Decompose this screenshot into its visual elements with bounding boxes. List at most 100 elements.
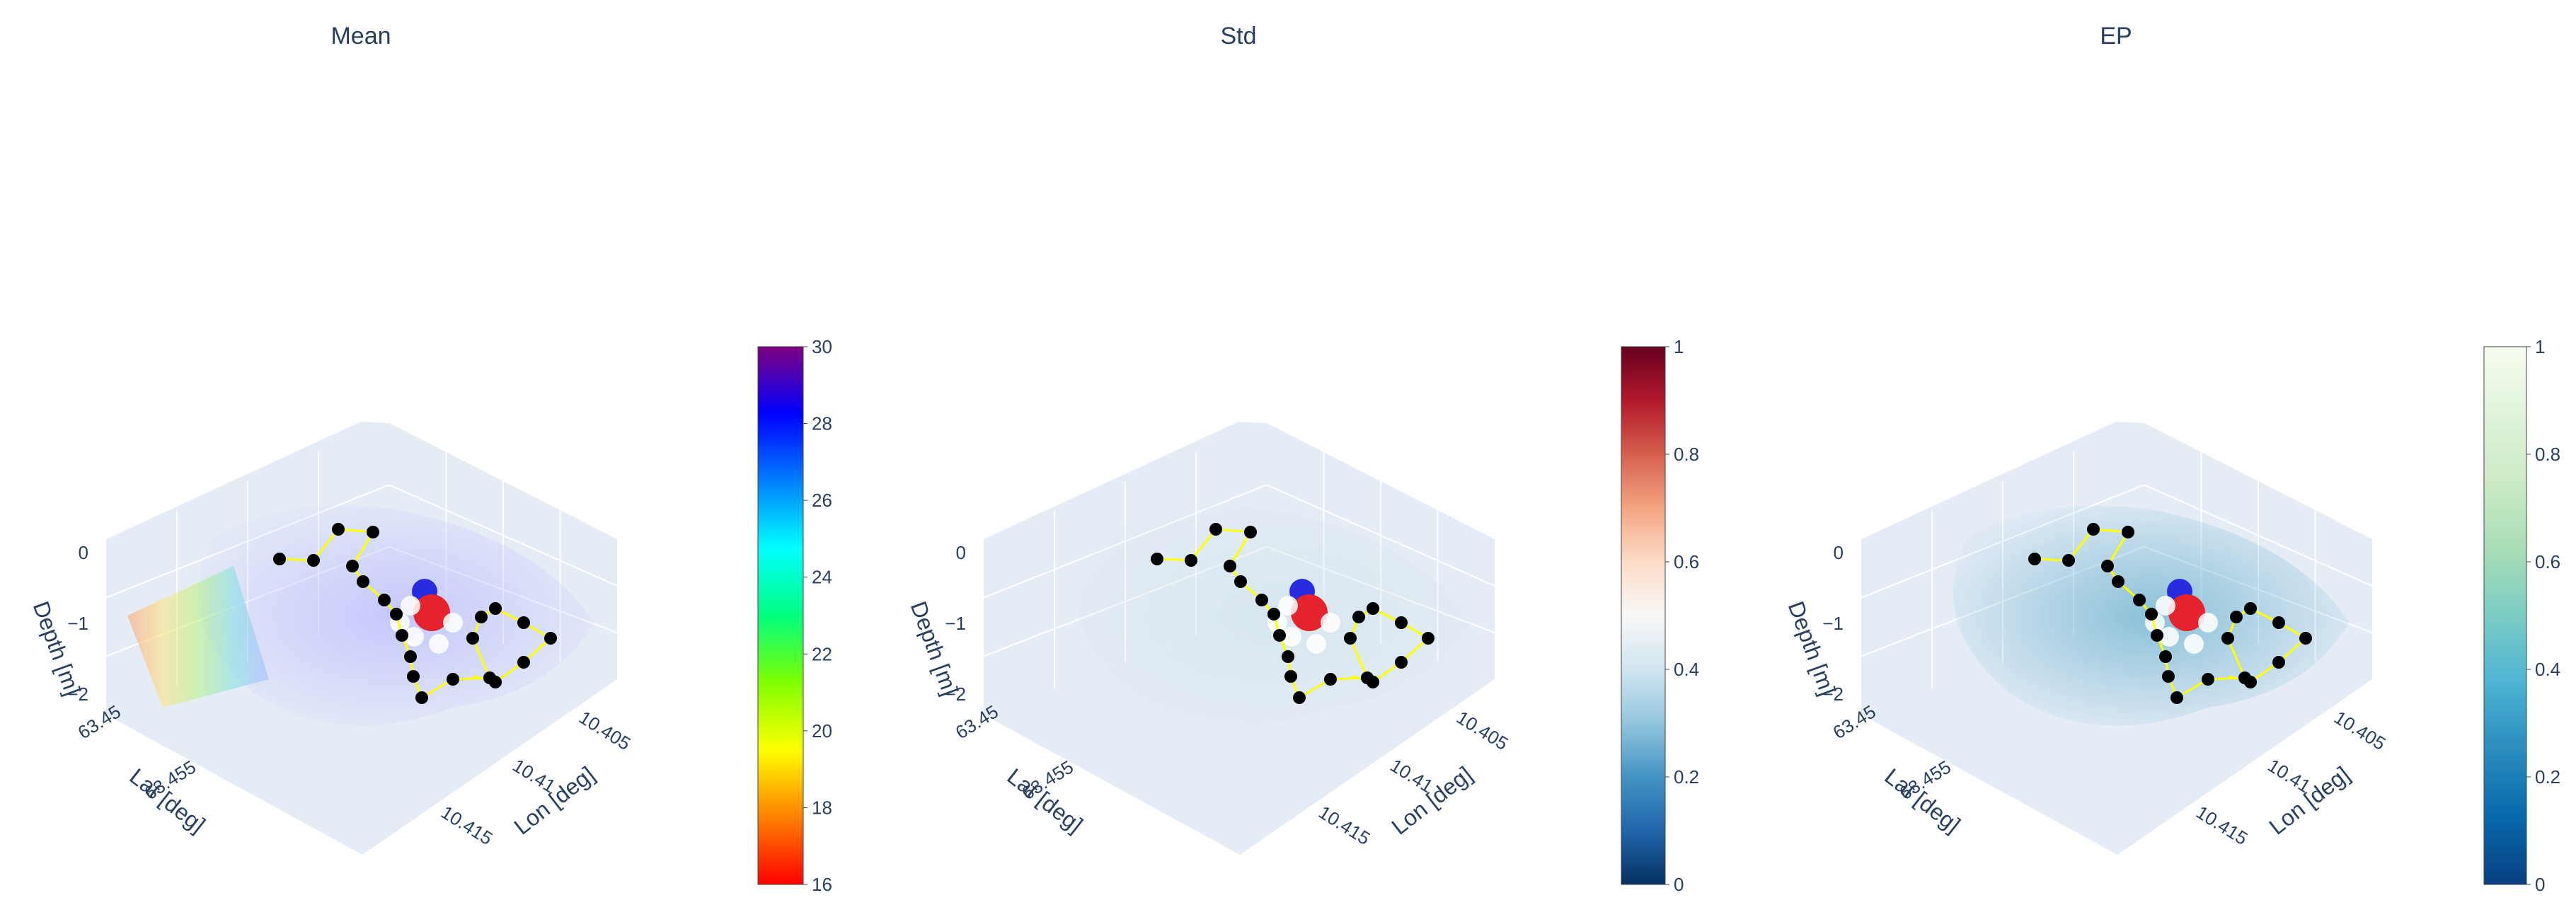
x-tick-label: 10.405 [575, 707, 634, 755]
y-tick-label: 63.45 [74, 700, 125, 743]
marker-white [2198, 613, 2218, 633]
colorbar-tick-label: 0.2 [1674, 766, 1699, 788]
waypoint [396, 629, 408, 642]
waypoint [273, 553, 286, 565]
waypoint [1352, 611, 1365, 623]
marker-white [1278, 596, 1298, 616]
trajectory-line [2034, 528, 2308, 700]
z-tick-label: −2 [1822, 684, 1844, 705]
colorbar-tick-label: 26 [812, 490, 832, 511]
waypoint [404, 650, 417, 663]
waypoint [2170, 691, 2183, 704]
waypoint [1344, 632, 1357, 645]
volume-slab [127, 566, 269, 708]
waypoint [1282, 650, 1294, 663]
colorbar-tick-label: 0.8 [2535, 444, 2560, 465]
colorbar-tick-label: 0.4 [1674, 659, 1699, 680]
waypoint [1395, 616, 1408, 629]
waypoint [357, 575, 369, 588]
waypoint [378, 594, 391, 606]
subplot-title: Std [1220, 23, 1256, 50]
waypoint [517, 616, 530, 629]
z-tick-label: −1 [1822, 613, 1844, 634]
waypoint [517, 656, 530, 669]
trajectory-line [1156, 528, 1430, 700]
colorbar-tick-label: 30 [812, 336, 832, 357]
subplot-title: EP [2100, 23, 2132, 50]
z-tick-label: 0 [1834, 542, 1844, 563]
waypoint [2159, 650, 2172, 663]
waypoint [1267, 608, 1280, 621]
waypoint [2133, 594, 2146, 606]
colorbar-tick-label: 0.2 [2535, 766, 2560, 788]
waypoint [2087, 523, 2100, 536]
colorbar-tick-label: 24 [812, 567, 832, 588]
y-tick-label: 63.45 [1829, 700, 1880, 743]
trajectory-line [279, 528, 553, 700]
waypoint [489, 602, 502, 615]
marker-white [443, 613, 463, 633]
waypoint [2244, 602, 2257, 615]
waypoint [2122, 526, 2134, 538]
waypoint [2272, 656, 2285, 669]
waypoint [415, 691, 428, 704]
waypoint [1244, 526, 1257, 538]
waypoint [2244, 676, 2257, 688]
waypoint [475, 611, 488, 623]
z-tick-label: 0 [79, 542, 88, 563]
waypoint [367, 526, 379, 538]
z-tick-label: 0 [956, 542, 966, 563]
marker-white [2156, 596, 2175, 616]
colorbar-tick-label: 20 [812, 720, 832, 742]
waypoint [2151, 629, 2163, 642]
waypoint [1324, 673, 1337, 686]
waypoint [1185, 554, 1197, 567]
waypoint [1255, 594, 1268, 606]
waypoint [390, 608, 403, 621]
x-tick-label: 10.415 [437, 802, 496, 850]
z-tick-label: −2 [67, 684, 88, 705]
waypoint [2162, 670, 2175, 683]
colorbar-tick-label: 0.4 [2535, 659, 2560, 680]
marker-white [2184, 634, 2204, 654]
colorbar-tick-label: 18 [812, 797, 832, 818]
waypoint [1422, 632, 1434, 645]
waypoint [2202, 673, 2214, 686]
waypoint [332, 523, 345, 536]
waypoint [1209, 523, 1222, 536]
waypoint [1234, 575, 1247, 588]
waypoint [1224, 560, 1236, 572]
marker-white [2159, 627, 2179, 647]
colorbar-tick-label: 22 [812, 643, 832, 664]
colorbar-tick-label: 16 [812, 874, 832, 895]
colorbar-tick-label: 0.6 [1674, 551, 1699, 572]
waypoint [2145, 608, 2158, 621]
colorbar-tick-label: 0 [1674, 874, 1684, 895]
waypoint [2112, 575, 2124, 588]
y-tick-label: 63.45 [952, 700, 1002, 743]
marker-white [401, 596, 420, 616]
waypoint [466, 632, 479, 645]
colorbar [2483, 346, 2527, 885]
waypoint [1367, 602, 1379, 615]
waypoint [489, 676, 502, 688]
waypoint [1395, 656, 1408, 669]
colorbar-tick-label: 0.8 [1674, 444, 1699, 465]
colorbar-tick-label: 0 [2535, 874, 2545, 895]
waypoint [2101, 560, 2114, 572]
z-tick-label: −2 [945, 684, 966, 705]
colorbar-tick-label: 0.6 [2535, 551, 2560, 572]
waypoint [2028, 553, 2041, 565]
colorbar [1621, 346, 1666, 885]
colorbar-tick-label: 28 [812, 413, 832, 434]
waypoint [447, 673, 459, 686]
x-tick-label: 10.415 [2192, 802, 2251, 850]
waypoint [407, 670, 420, 683]
waypoint [2230, 611, 2243, 623]
marker-white [1306, 634, 1326, 654]
z-tick-label: −1 [67, 613, 88, 634]
